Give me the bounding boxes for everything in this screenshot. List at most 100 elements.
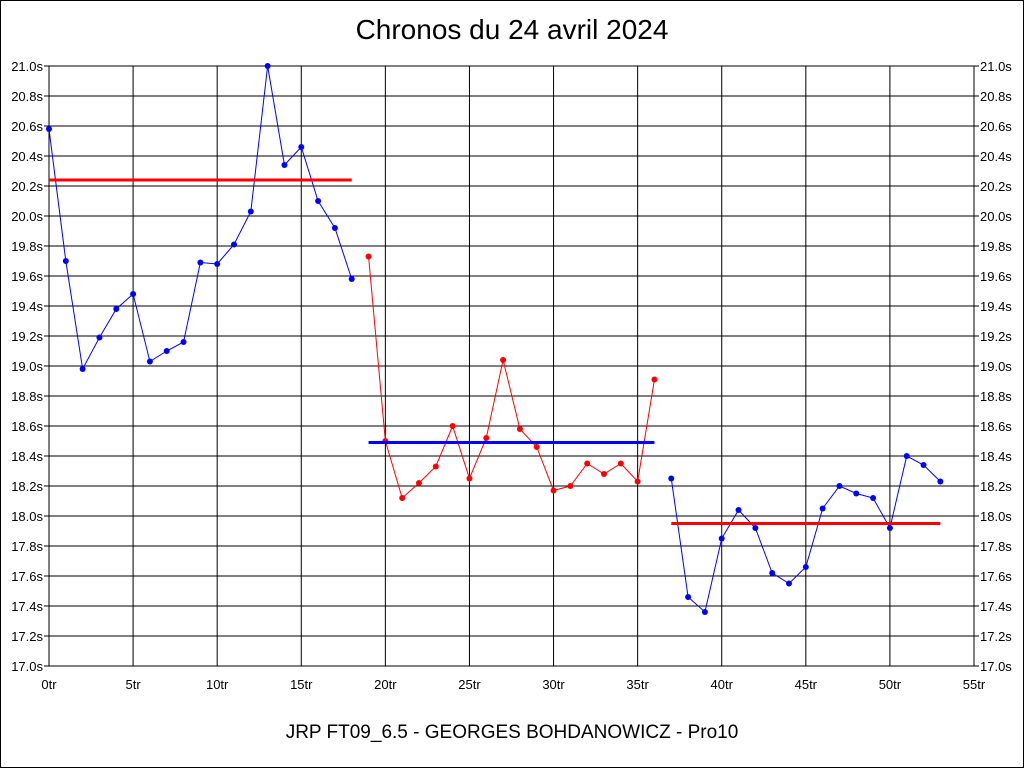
y-tick-label-left: 20.8s <box>11 89 43 104</box>
data-point <box>96 334 103 341</box>
data-point <box>432 463 439 470</box>
series-line-1 <box>48 65 353 371</box>
y-tick-label-left: 17.0s <box>11 659 43 674</box>
data-point <box>920 462 927 468</box>
y-tick-label-right: 19.0s <box>980 359 1012 374</box>
y-tick-label-right: 20.4s <box>980 149 1012 164</box>
data-point <box>281 162 288 168</box>
data-point <box>870 495 877 501</box>
data-point <box>197 259 204 266</box>
data-point <box>617 460 624 467</box>
data-point <box>668 475 675 482</box>
data-point <box>735 507 742 513</box>
data-point <box>113 306 120 312</box>
data-point <box>937 478 944 485</box>
data-point <box>399 495 406 501</box>
data-point <box>769 570 776 576</box>
y-tick-label-left: 17.4s <box>11 599 43 614</box>
data-point <box>853 490 860 497</box>
data-point <box>567 483 574 489</box>
data-point <box>79 366 86 372</box>
y-tick-label-right: 18.6s <box>980 419 1012 434</box>
y-tick-label-right: 19.6s <box>980 269 1012 284</box>
x-tick-label: 30tr <box>542 677 565 692</box>
y-tick-label-left: 17.2s <box>11 629 43 644</box>
chart-title: Chronos du 24 avril 2024 <box>355 14 669 45</box>
y-tick-label-left: 20.2s <box>11 179 43 194</box>
y-tick-label-left: 18.2s <box>11 479 43 494</box>
data-point <box>752 525 759 531</box>
data-point <box>836 483 843 489</box>
data-point <box>365 253 372 260</box>
y-tick-label-right: 20.8s <box>980 89 1012 104</box>
data-point <box>315 198 322 204</box>
data-point <box>298 144 305 150</box>
y-tick-label-right: 21.0s <box>980 59 1012 74</box>
data-point <box>718 535 725 542</box>
data-point <box>130 291 137 297</box>
data-point <box>601 471 607 477</box>
y-tick-label-right: 18.8s <box>980 389 1012 404</box>
data-point <box>466 475 473 482</box>
data-point <box>786 580 792 587</box>
x-tick-label: 10tr <box>206 677 229 692</box>
y-tick-label-right: 18.2s <box>980 479 1012 494</box>
y-tick-label-right: 17.0s <box>980 659 1012 674</box>
y-tick-label-right: 18.4s <box>980 449 1012 464</box>
y-tick-label-right: 17.2s <box>980 629 1012 644</box>
data-point <box>550 487 557 494</box>
x-tick-label: 55tr <box>963 677 986 692</box>
data-point <box>231 241 237 248</box>
data-point <box>516 426 523 432</box>
y-tick-label-left: 17.8s <box>11 539 43 554</box>
data-point <box>348 276 355 282</box>
y-tick-label-right: 18.0s <box>980 509 1012 524</box>
data-point <box>46 126 52 132</box>
y-tick-label-left: 18.4s <box>11 449 43 464</box>
data-point <box>651 376 658 383</box>
data-point <box>533 444 540 450</box>
y-tick-label-right: 20.0s <box>980 209 1012 224</box>
x-tick-label: 35tr <box>626 677 649 692</box>
data-point <box>180 339 187 345</box>
data-point <box>416 480 422 486</box>
series-line-2 <box>368 256 655 499</box>
y-tick-label-right: 20.6s <box>980 119 1012 134</box>
data-point <box>685 594 692 600</box>
y-tick-label-right: 19.4s <box>980 299 1012 314</box>
x-tick-label: 40tr <box>711 677 734 692</box>
y-tick-label-right: 17.4s <box>980 599 1012 614</box>
y-tick-label-right: 19.8s <box>980 239 1012 254</box>
data-point <box>483 435 490 441</box>
data-point <box>449 423 456 429</box>
data-point <box>802 564 809 570</box>
x-tick-label: 50tr <box>879 677 902 692</box>
data-point <box>214 261 221 267</box>
x-tick-label: 15tr <box>290 677 313 692</box>
y-tick-label-left: 19.0s <box>11 359 43 374</box>
y-tick-label-left: 18.6s <box>11 419 43 434</box>
data-point <box>634 478 641 485</box>
y-tick-label-right: 17.6s <box>980 569 1012 584</box>
data-point <box>701 609 708 615</box>
data-point <box>819 505 826 512</box>
y-tick-label-left: 20.4s <box>11 149 43 164</box>
y-tick-label-left: 19.4s <box>11 299 43 314</box>
plot-border <box>48 65 975 667</box>
x-tick-label: 25tr <box>458 677 481 692</box>
y-tick-label-left: 18.8s <box>11 389 43 404</box>
y-tick-label-left: 20.0s <box>11 209 43 224</box>
data-point <box>903 453 910 459</box>
y-tick-label-right: 17.8s <box>980 539 1012 554</box>
data-point <box>584 460 591 467</box>
data-point <box>264 63 271 69</box>
x-tick-label: 45tr <box>795 677 818 692</box>
y-tick-label-left: 17.6s <box>11 569 43 584</box>
data-point <box>247 208 254 215</box>
x-tick-label: 5tr <box>126 677 142 692</box>
y-tick-label-right: 20.2s <box>980 179 1012 194</box>
chart-footer: JRP FT09_6.5 - GEORGES BOHDANOWICZ - Pro… <box>285 722 739 743</box>
x-tick-label: 20tr <box>374 677 397 692</box>
